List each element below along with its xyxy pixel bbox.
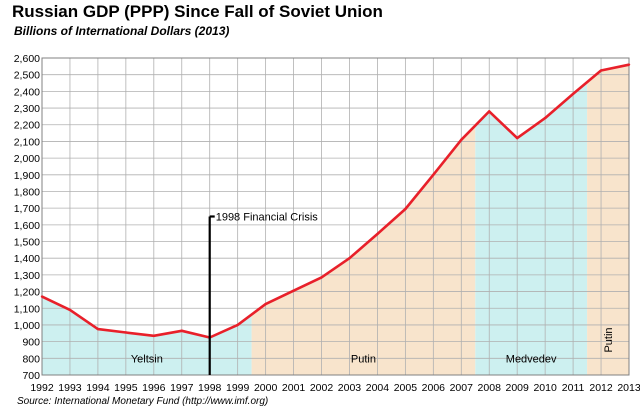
data-point — [404, 207, 407, 211]
data-point — [348, 257, 351, 260]
data-point — [571, 92, 575, 96]
x-tick-label: 1999 — [226, 382, 250, 394]
x-tick-label: 1997 — [170, 382, 194, 394]
data-point — [264, 302, 267, 306]
x-tick-label: 1996 — [142, 382, 166, 394]
x-tick-label: 2008 — [478, 382, 502, 394]
era-fill-putin-3 — [587, 64, 629, 375]
chart-source: Source: International Monetary Fund (htt… — [17, 396, 269, 407]
x-tick-label: 2010 — [533, 382, 557, 394]
gridlines — [41, 57, 630, 376]
data-point — [124, 331, 128, 334]
era-fills — [42, 64, 629, 375]
y-tick-label: 2,300 — [14, 103, 40, 115]
y-tick-label: 2,400 — [14, 86, 40, 98]
data-point — [320, 276, 323, 279]
annotation-label: 1998 Financial Crisis — [216, 212, 319, 224]
y-tick-label: 1,100 — [14, 303, 40, 315]
plot-border — [41, 57, 630, 376]
y-tick-label: 2,500 — [14, 70, 40, 82]
data-point — [432, 173, 435, 176]
y-tick-label: 1,600 — [14, 220, 40, 232]
x-tick-label: 2009 — [506, 382, 530, 394]
data-point — [376, 232, 379, 236]
data-point — [627, 63, 631, 66]
x-tick-label: 2005 — [394, 382, 418, 394]
data-point — [599, 69, 603, 72]
y-tick-label: 2,100 — [14, 136, 40, 148]
y-tick-label: 900 — [22, 337, 40, 349]
data-point — [68, 308, 72, 312]
y-tick-label: 2,000 — [14, 153, 40, 165]
x-tick-label: 1992 — [30, 382, 54, 394]
series-line-group — [40, 63, 631, 339]
era-fill-medvedev-2 — [475, 82, 588, 375]
annotations: 1998 Financial Crisis — [208, 212, 319, 375]
data-point — [460, 138, 463, 141]
series-line — [41, 63, 630, 339]
x-tick-label: 2001 — [282, 382, 306, 394]
chart-title: Russian GDP (PPP) Since Fall of Soviet U… — [12, 2, 383, 21]
data-point — [488, 110, 491, 113]
data-point — [180, 329, 183, 332]
y-tick-label: 2,600 — [14, 53, 40, 65]
data-point — [152, 334, 156, 337]
y-tick-label: 1,500 — [14, 237, 40, 249]
data-point — [236, 323, 239, 327]
y-tick-label: 1,900 — [14, 170, 40, 182]
x-tick-label: 2013 — [617, 382, 640, 394]
y-tick-label: 1,200 — [14, 287, 40, 299]
chart-subtitle: Billions of International Dollars (2013) — [14, 24, 230, 38]
y-tick-label: 1,800 — [14, 186, 40, 198]
y-tick-label: 1,300 — [14, 270, 40, 282]
era-label-putin-1: Putin — [351, 353, 376, 365]
era-label-yeltsin-0: Yeltsin — [131, 353, 163, 365]
data-point — [40, 295, 44, 298]
data-point — [96, 327, 100, 331]
y-tick-label: 700 — [22, 370, 40, 382]
tick-labels: Yeltsin Putin Medvedev Putin 700 800 900 1,000 1… — [14, 53, 640, 394]
x-tick-label: 1994 — [86, 382, 110, 394]
y-tick-label: 1,700 — [14, 203, 40, 215]
y-tick-label: 2,200 — [14, 120, 40, 132]
axes — [41, 57, 630, 376]
x-tick-label: 2007 — [450, 382, 474, 394]
x-tick-label: 2003 — [338, 382, 362, 394]
x-tick-label: 1993 — [58, 382, 82, 394]
era-fill-putin-1 — [251, 125, 476, 375]
era-label-putin-3: Putin — [603, 327, 615, 352]
x-tick-label: 2002 — [310, 382, 334, 394]
y-tick-label: 800 — [22, 353, 40, 365]
era-label-medvedev-2: Medvedev — [506, 353, 557, 365]
x-tick-label: 2004 — [366, 382, 390, 394]
y-tick-label: 1,000 — [14, 320, 40, 332]
y-tick-label: 1,400 — [14, 253, 40, 265]
data-point — [515, 136, 519, 140]
x-tick-label: 1998 — [198, 382, 222, 394]
x-tick-label: 2006 — [422, 382, 446, 394]
x-tick-label: 2000 — [254, 382, 278, 394]
data-point — [543, 116, 547, 120]
data-point — [292, 289, 295, 292]
x-tick-label: 2012 — [589, 382, 613, 394]
x-tick-label: 2011 — [562, 382, 585, 394]
x-tick-label: 1995 — [114, 382, 138, 394]
